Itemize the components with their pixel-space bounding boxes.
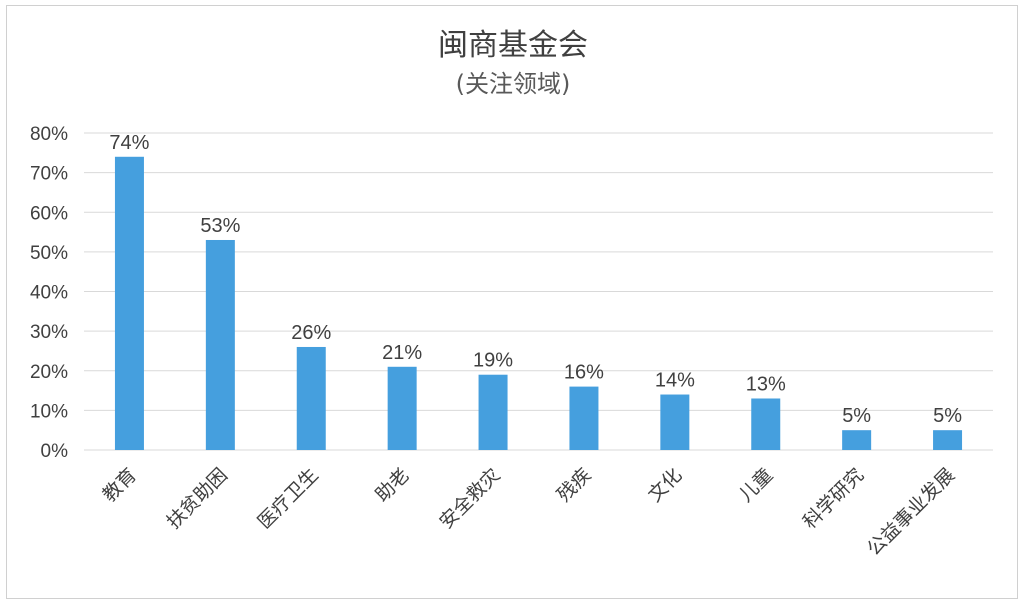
- bar: [842, 430, 872, 450]
- data-label: 5%: [842, 405, 871, 427]
- category-label: 助老: [371, 464, 413, 506]
- category-label: 科学研究: [799, 464, 868, 533]
- y-tick-label: 0%: [41, 441, 69, 462]
- category-label: 安全救灾: [435, 464, 504, 533]
- bar: [751, 398, 781, 450]
- gridlines: [84, 132, 993, 451]
- bar: [478, 374, 508, 450]
- bar: [933, 430, 963, 450]
- y-tick-label: 40%: [30, 283, 68, 304]
- y-axis-ticks: 0% 10% 20% 30% 40% 50% 60% 70% 80%: [30, 124, 68, 462]
- bar: [114, 156, 144, 450]
- y-tick-label: 30%: [30, 322, 68, 343]
- bar: [569, 386, 599, 450]
- bars: [114, 156, 963, 450]
- data-label: 16%: [564, 362, 604, 384]
- bar: [296, 346, 326, 450]
- chart-subtitle: (关注领域): [455, 70, 571, 98]
- category-label: 残疾: [553, 464, 595, 506]
- bar: [205, 239, 235, 450]
- category-label: 教育: [99, 464, 141, 506]
- data-label: 26%: [291, 322, 331, 344]
- category-label: 文化: [644, 464, 686, 506]
- y-tick-label: 50%: [30, 243, 68, 264]
- data-label: 5%: [933, 405, 962, 427]
- chart-title: 闽商基金会: [438, 28, 588, 63]
- data-label: 13%: [746, 373, 786, 395]
- category-label: 扶贫助困: [163, 464, 232, 533]
- category-label: 医疗卫生: [253, 464, 322, 533]
- y-tick-label: 60%: [30, 203, 68, 224]
- y-tick-label: 20%: [30, 362, 68, 383]
- category-label: 儿童: [735, 464, 777, 506]
- category-label: 公益事业发展: [863, 464, 959, 560]
- bar: [660, 394, 690, 450]
- data-label: 53%: [200, 215, 240, 237]
- data-labels: 74% 53% 26% 21% 19% 16% 14% 13% 5% 5%: [109, 132, 962, 427]
- y-tick-label: 80%: [30, 124, 68, 145]
- data-label: 74%: [109, 132, 149, 154]
- data-label: 21%: [382, 342, 422, 364]
- data-label: 14%: [655, 370, 695, 392]
- y-tick-label: 10%: [30, 401, 68, 422]
- chart-frame: [6, 5, 1018, 599]
- y-tick-label: 70%: [30, 164, 68, 185]
- data-label: 19%: [473, 350, 513, 372]
- bar: [387, 366, 417, 450]
